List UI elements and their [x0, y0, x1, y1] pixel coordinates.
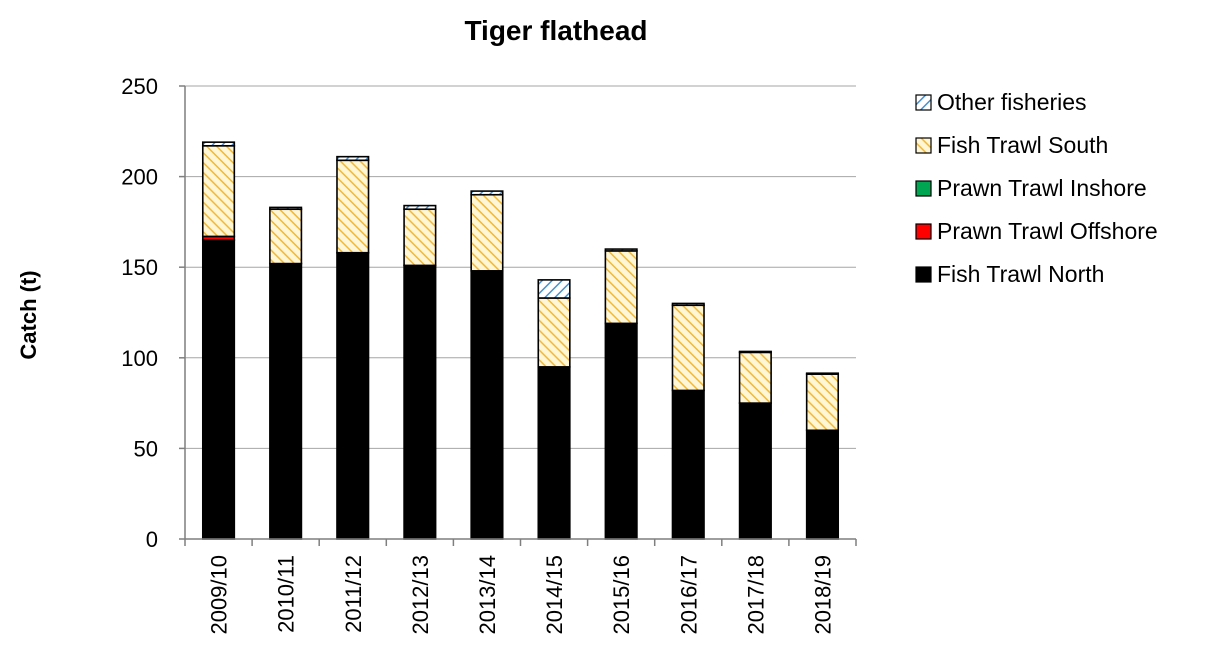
bar-other-fisheries-2016-17 [671, 302, 705, 307]
bar-group-2009-10 [201, 141, 236, 540]
bar-group-2010-11 [269, 206, 303, 540]
bar-fish-trawl-north-2018-19 [805, 429, 840, 540]
bar-fish-trawl-north-2014-15 [537, 366, 571, 540]
bar-group-2013-14 [470, 190, 504, 540]
bar-group-2014-15 [537, 279, 571, 540]
bar-other-fisheries-2011-12 [336, 155, 370, 162]
bar-fish-trawl-north-2009-10 [201, 239, 236, 540]
axes [179, 85, 857, 546]
legend: Other fisheries Fish Trawl South Prawn Tra… [915, 89, 1158, 287]
bar-other-fisheries-2015-16 [604, 248, 638, 252]
y-tick-label-100: 100 [121, 346, 158, 371]
legend-item-other-fisheries: Other fisheries [915, 89, 1087, 115]
bar-group-2017-18 [738, 350, 772, 540]
bar-fish-trawl-north-2012-13 [403, 264, 437, 540]
bar-fish-trawl-south-2017-18 [738, 351, 772, 404]
bar-fish-trawl-south-2012-13 [403, 208, 437, 267]
legend-item-prawn-trawl-inshore: Prawn Trawl Inshore [915, 175, 1147, 201]
legend-label-fish-trawl-north: Fish Trawl North [937, 261, 1104, 287]
bar-other-fisheries-2009-10 [201, 141, 236, 147]
x-tick-labels: 2009/10 2010/11 2011/12 2012/13 2013/14 2014/… [207, 555, 836, 635]
bar-fish-trawl-south-2016-17 [671, 304, 705, 392]
bar-fish-trawl-north-2011-12 [336, 251, 370, 540]
x-tick-label-2011-12: 2011/12 [341, 555, 366, 633]
bar-other-fisheries-2012-13 [403, 204, 437, 211]
bar-other-fisheries-2017-18 [738, 350, 772, 354]
bar-other-fisheries-2014-15 [537, 279, 571, 299]
bar-other-fisheries-2018-19 [805, 372, 840, 375]
bar-other-fisheries-2010-11 [269, 206, 303, 211]
bar-fish-trawl-north-2015-16 [604, 322, 638, 540]
bar-fish-trawl-south-2018-19 [805, 373, 840, 432]
y-tick-label-200: 200 [121, 165, 158, 190]
bar-group-2012-13 [403, 204, 437, 540]
y-tick-label-50: 50 [134, 436, 158, 461]
y-tick-label-0: 0 [146, 527, 158, 552]
y-axis-label: Catch (t) [16, 270, 41, 359]
x-tick-label-2010-11: 2010/11 [274, 555, 299, 633]
x-tick-label-2012-13: 2012/13 [408, 555, 433, 635]
x-tick-label-2016-17: 2016/17 [676, 555, 701, 635]
y-tick-labels: 0 50 100 150 200 250 [121, 74, 158, 552]
bar-fish-trawl-north-2010-11 [269, 262, 303, 540]
legend-swatch-other-fisheries [915, 94, 932, 111]
legend-label-fish-trawl-south: Fish Trawl South [937, 132, 1108, 158]
legend-label-prawn-trawl-inshore: Prawn Trawl Inshore [937, 175, 1147, 201]
x-tick-label-2017-18: 2017/18 [743, 555, 768, 635]
x-tick-label-2009-10: 2009/10 [207, 555, 232, 635]
bar-fish-trawl-south-2010-11 [269, 208, 303, 265]
bar-fish-trawl-south-2015-16 [604, 250, 638, 325]
bar-other-fisheries-2013-14 [470, 190, 504, 196]
legend-item-fish-trawl-south: Fish Trawl South [915, 132, 1108, 158]
bar-fish-trawl-south-2011-12 [336, 159, 370, 254]
legend-swatch-prawn-trawl-inshore [915, 180, 932, 197]
x-tick-label-2018-19: 2018/19 [810, 555, 835, 635]
legend-label-other-fisheries: Other fisheries [937, 89, 1087, 115]
legend-swatch-fish-trawl-north [915, 266, 932, 283]
bar-fish-trawl-south-2009-10 [201, 144, 236, 238]
x-tick-label-2013-14: 2013/14 [475, 555, 500, 635]
x-tick-label-2015-16: 2015/16 [609, 555, 634, 635]
bars [201, 141, 840, 540]
bar-group-2018-19 [805, 372, 840, 540]
legend-item-prawn-trawl-offshore: Prawn Trawl Offshore [915, 218, 1158, 244]
bar-group-2015-16 [604, 248, 638, 540]
chart-title: Tiger flathead [464, 15, 647, 46]
bar-fish-trawl-south-2014-15 [537, 297, 571, 368]
y-tick-label-150: 150 [121, 255, 158, 280]
bar-group-2016-17 [671, 302, 705, 540]
legend-item-fish-trawl-north: Fish Trawl North [915, 261, 1104, 287]
bar-fish-trawl-south-2013-14 [470, 193, 504, 272]
legend-swatch-prawn-trawl-offshore [915, 223, 932, 240]
bar-fish-trawl-north-2017-18 [738, 402, 772, 540]
bar-fish-trawl-north-2013-14 [470, 270, 504, 540]
bar-fish-trawl-north-2016-17 [671, 389, 705, 540]
legend-swatch-fish-trawl-south [915, 137, 932, 154]
y-tick-label-250: 250 [121, 74, 158, 99]
bar-group-2011-12 [336, 155, 370, 540]
x-tick-label-2014-15: 2014/15 [542, 555, 567, 635]
legend-label-prawn-trawl-offshore: Prawn Trawl Offshore [937, 218, 1158, 244]
